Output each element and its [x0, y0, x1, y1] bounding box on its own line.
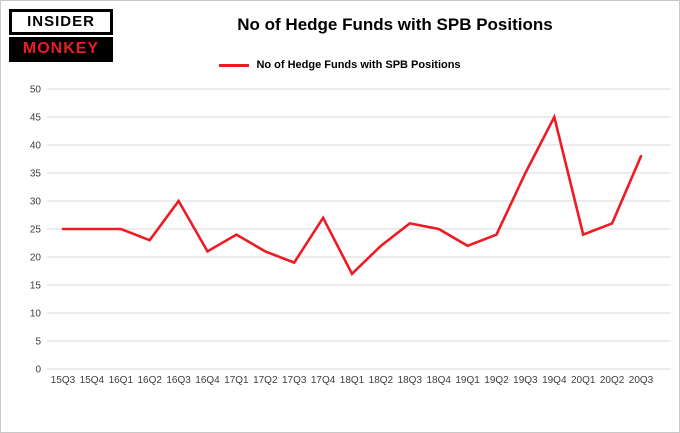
logo-insider-text: INSIDER [9, 9, 113, 35]
x-tick-label: 18Q1 [340, 375, 365, 386]
y-tick-label: 30 [30, 197, 42, 208]
y-tick-label: 25 [30, 225, 42, 236]
x-tick-label: 19Q3 [513, 375, 538, 386]
y-tick-label: 40 [30, 141, 42, 152]
y-tick-label: 45 [30, 113, 42, 124]
x-tick-label: 17Q4 [311, 375, 336, 386]
x-tick-label: 20Q2 [600, 375, 625, 386]
legend-line-swatch [219, 63, 250, 67]
chart-legend: No of Hedge Funds with SPB Positions [1, 59, 679, 71]
x-tick-label: 16Q4 [195, 375, 220, 386]
y-tick-label: 10 [30, 309, 42, 320]
x-tick-label: 17Q1 [224, 375, 249, 386]
x-tick-label: 17Q3 [282, 375, 307, 386]
x-tick-label: 18Q4 [426, 375, 451, 386]
chart-title: No of Hedge Funds with SPB Positions [237, 15, 553, 34]
y-tick-label: 5 [35, 337, 41, 348]
x-tick-label: 18Q3 [398, 375, 423, 386]
x-tick-label: 16Q1 [109, 375, 134, 386]
x-tick-label: 16Q3 [166, 375, 191, 386]
x-tick-label: 18Q2 [369, 375, 394, 386]
x-tick-label: 20Q1 [571, 375, 596, 386]
x-tick-label: 16Q2 [137, 375, 162, 386]
line-chart: 0 5 10 15 20 25 30 35 40 45 50 15Q3 15Q4 16Q1 16Q2 16Q3… [30, 85, 671, 386]
x-tick-label: 15Q4 [80, 375, 105, 386]
x-tick-label: 19Q1 [455, 375, 480, 386]
y-tick-label: 50 [30, 85, 42, 96]
y-tick-label: 20 [30, 253, 42, 264]
series-line [61, 113, 643, 276]
x-tick-label: 20Q3 [629, 375, 654, 386]
y-tick-label: 15 [30, 281, 42, 292]
x-tick-label: 17Q2 [253, 375, 278, 386]
y-tick-label: 35 [30, 169, 42, 180]
x-tick-label: 19Q4 [542, 375, 567, 386]
insider-monkey-logo: INSIDER MONKEY [9, 9, 121, 62]
x-tick-label: 15Q3 [51, 375, 76, 386]
x-tick-label: 19Q2 [484, 375, 509, 386]
y-tick-label: 0 [35, 365, 41, 376]
legend-label: No of Hedge Funds with SPB Positions [256, 59, 461, 71]
logo-monkey-text: MONKEY [9, 37, 113, 62]
